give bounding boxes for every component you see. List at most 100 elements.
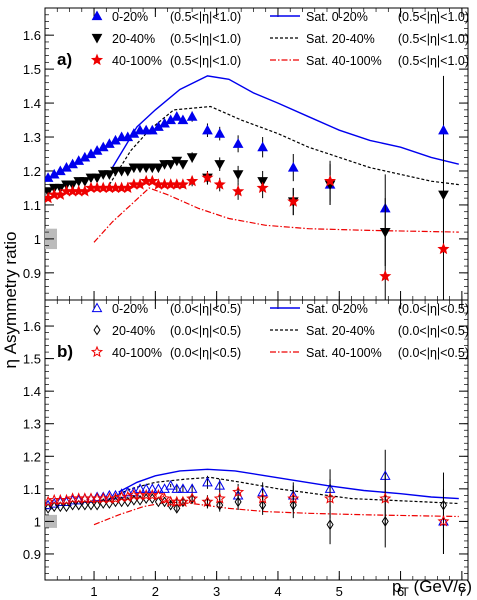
legend-marker: [93, 324, 101, 336]
data-point: [214, 160, 226, 170]
data-point: [171, 111, 183, 121]
legend-series-range: (0.5<|η|<1.0): [170, 54, 241, 68]
x-axis-title-main: p: [392, 577, 401, 596]
x-tick-label: 4: [274, 584, 281, 599]
data-point: [379, 492, 392, 504]
data-point: [153, 483, 164, 493]
legend-series-label: 0-20%: [112, 302, 148, 316]
y-tick-label: 1.1: [23, 482, 41, 497]
legend-curve-range: (0.0<|η|<0.5): [398, 302, 469, 316]
data-point: [45, 502, 52, 514]
data-point: [232, 138, 244, 148]
legend-series-range: (0.0<|η|<0.5): [170, 346, 241, 360]
legend-curve-range: (0.0<|η|<0.5): [398, 324, 469, 338]
data-point: [214, 128, 226, 138]
data-point: [62, 501, 70, 513]
curve-sat-0-20-: [111, 75, 459, 168]
data-point: [173, 502, 181, 514]
data-point: [81, 499, 89, 511]
data-point: [234, 496, 242, 508]
y-tick-label: 1.3: [23, 130, 41, 145]
data-point: [257, 141, 268, 152]
data-point: [213, 492, 226, 504]
data-point: [186, 111, 198, 121]
y-tick-label: 1.6: [23, 319, 41, 334]
plot-area: [45, 449, 459, 554]
y-tick-label: 1: [34, 232, 41, 247]
data-point: [165, 480, 177, 490]
data-point: [87, 499, 95, 511]
legend-curve-range: (0.5<|η|<1.0): [398, 54, 469, 68]
data-point: [171, 483, 183, 493]
x-tick-label: 7: [458, 584, 465, 599]
plot-frame: [44, 299, 469, 581]
legend-series-range: (0.0<|η|<0.5): [170, 324, 241, 338]
data-point: [153, 163, 164, 174]
data-point: [437, 242, 450, 255]
y-tick-label: 1.4: [23, 96, 41, 111]
data-point: [186, 174, 199, 187]
legend-series-label: 20-40%: [112, 32, 155, 46]
data-point: [176, 495, 190, 507]
panel-label: b): [57, 342, 73, 361]
y-tick-label: 1.2: [23, 449, 41, 464]
y-axis-title: η Asymmetry ratio: [1, 232, 20, 369]
data-point: [259, 499, 267, 511]
y-tick-label: 1.5: [23, 62, 41, 77]
data-point: [146, 483, 158, 493]
data-point: [381, 515, 389, 527]
data-point: [437, 515, 450, 527]
data-point: [152, 488, 165, 501]
data-point: [287, 195, 300, 207]
legend-series-range: (0.0<|η|<0.5): [170, 302, 241, 316]
data-point: [202, 124, 213, 135]
data-point: [232, 485, 245, 498]
y-tick-label: 1.2: [23, 164, 41, 179]
x-tick-label: 5: [336, 584, 343, 599]
data-point: [323, 174, 337, 187]
data-point: [213, 178, 226, 190]
data-point: [134, 483, 146, 493]
legend-marker: [91, 302, 103, 313]
data-point: [45, 187, 54, 197]
legend-curve-label: Sat. 20-40%: [306, 32, 375, 46]
x-tick-label: 6: [397, 584, 404, 599]
data-point: [176, 178, 190, 190]
data-point: [140, 483, 152, 493]
data-point: [165, 160, 177, 170]
y-tick-label: 0.9: [23, 266, 41, 281]
legend-curve-label: Sat. 0-20%: [306, 10, 368, 24]
curve-sat-40-100-: [93, 187, 459, 243]
x-tick-label: 2: [152, 584, 159, 599]
legend-marker: [90, 345, 104, 358]
curve-sat-40-100-: [93, 501, 459, 526]
data-point: [56, 501, 64, 513]
data-point: [438, 124, 449, 135]
data-point: [214, 480, 226, 490]
data-point: [177, 483, 189, 493]
data-point: [216, 499, 224, 511]
data-point: [186, 153, 198, 163]
curve-sat-0-20-: [118, 468, 459, 500]
panel-a: 0.9 1 1.1 1.2 1.3 1.4 1.5 1.6 a) 0-20% (0.5<|η|<1.…: [23, 7, 469, 301]
data-point: [287, 492, 300, 504]
data-point: [256, 492, 269, 504]
data-point: [122, 166, 134, 177]
data-point: [186, 492, 199, 504]
data-point: [256, 181, 269, 194]
legend-curve-range: (0.5<|η|<1.0): [398, 10, 469, 24]
data-point: [202, 476, 213, 487]
data-point: [379, 227, 391, 238]
y-tick-label: 1: [34, 514, 41, 529]
x-tick-label: 3: [213, 584, 220, 599]
data-point: [79, 177, 91, 187]
legend-series-range: (0.5<|η|<1.0): [170, 10, 241, 24]
data-point: [379, 269, 392, 282]
data-point: [50, 501, 58, 513]
plot-area: [45, 75, 459, 300]
panel-label: a): [57, 50, 72, 69]
legend-series-range: (0.5<|η|<1.0): [170, 32, 241, 46]
x-tick-label: 1: [90, 584, 97, 599]
legend-curve-label: Sat. 40-100%: [306, 54, 382, 68]
